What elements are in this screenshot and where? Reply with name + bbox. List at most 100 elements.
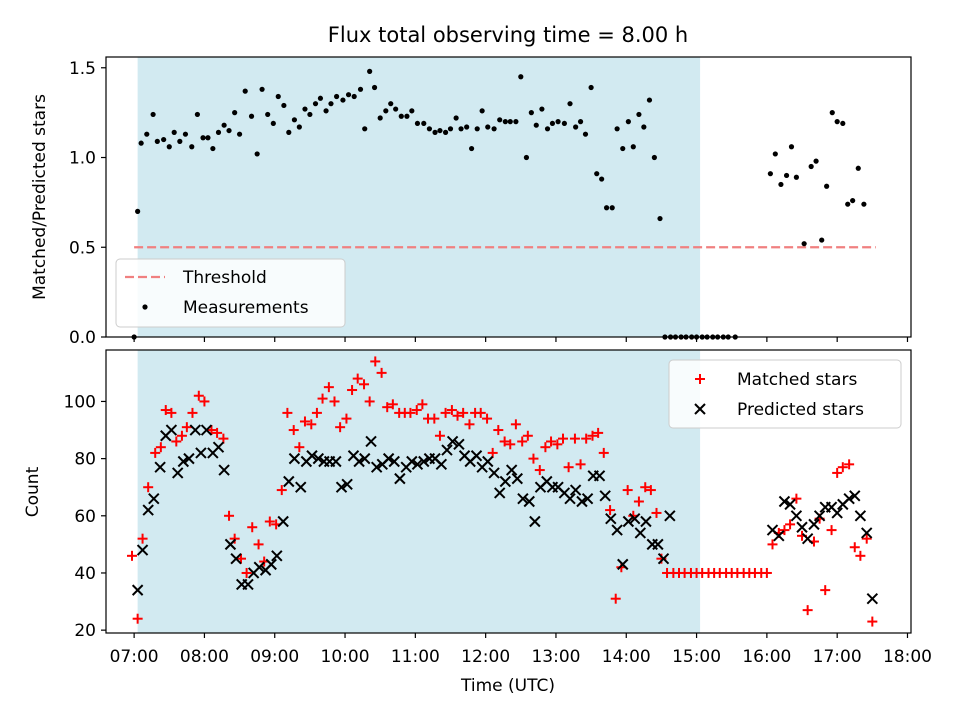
cross-b: [312, 452, 325, 465]
cross-b: [165, 424, 178, 436]
measurement-point: [507, 119, 513, 125]
predicted-star-point: [288, 452, 301, 465]
measurement-point: [582, 131, 589, 137]
measurement-point: [432, 129, 438, 135]
matched-star-point: [187, 407, 198, 418]
matched-star-point: [528, 453, 539, 464]
measurement-point: [205, 135, 211, 141]
measurement-point: [447, 126, 454, 132]
matched-star-point: [844, 459, 855, 470]
measurement-point: [377, 115, 383, 121]
predicted-star-point: [165, 424, 178, 436]
predicted-star-point: [790, 510, 803, 522]
cross-b: [866, 592, 879, 605]
predicted-star-point: [652, 538, 664, 551]
predicted-star-point: [218, 464, 230, 476]
x-tick-label: 09:00: [250, 647, 299, 667]
predicted-star-point: [470, 450, 483, 462]
matched-star-point: [137, 533, 148, 544]
cross-b: [288, 452, 301, 465]
measurement-point: [286, 129, 292, 135]
predicted-star-point: [494, 487, 506, 499]
matched-star-point: [517, 436, 528, 447]
matched-star-point: [581, 433, 592, 444]
matched-star-point: [493, 425, 504, 436]
measurement-point: [383, 108, 389, 114]
measurement-point: [651, 154, 657, 161]
measurement-point: [442, 129, 449, 135]
matched-star-point: [176, 430, 187, 441]
x-tick-label: 10:00: [321, 647, 370, 667]
cross-b: [825, 501, 838, 513]
bottom-legend-box: [668, 359, 902, 429]
cross-b: [435, 458, 448, 471]
matched-star-point: [193, 390, 204, 401]
matched-star-point: [767, 539, 778, 550]
measurement-point: [567, 101, 573, 107]
predicted-star-point: [784, 498, 796, 511]
x-tick-label: 16:00: [742, 647, 791, 667]
measurement-point: [603, 205, 610, 211]
bottom-x-ticks: 07:00 08:00 09:00 10:00 11:00 12:00 13:00 14:00…: [110, 633, 932, 667]
measurement-point: [772, 151, 778, 157]
legend-matched-marker: [695, 374, 705, 384]
predicted-star-point: [813, 510, 826, 522]
matched-star-point: [855, 550, 866, 561]
matched-star-point: [867, 616, 878, 627]
measurement-point: [281, 102, 287, 109]
predicted-star-point: [831, 507, 843, 519]
measurement-point: [783, 172, 790, 179]
matched-star-point: [499, 436, 510, 447]
predicted-star-point: [523, 495, 535, 508]
predicted-star-point: [866, 592, 879, 605]
predicted-star-point: [230, 552, 242, 565]
predicted-star-point: [581, 492, 594, 505]
cross-b: [694, 403, 706, 415]
cross-b: [131, 584, 144, 596]
predicted-star-point: [569, 484, 582, 496]
cross-b: [849, 490, 861, 502]
matched-star-point: [791, 493, 802, 504]
measurement-point: [513, 119, 519, 125]
measurement-point: [351, 93, 357, 100]
predicted-star-point: [778, 495, 791, 508]
bottom-y-axis-label: Count: [23, 466, 43, 517]
matched-star-point: [311, 407, 322, 418]
predicted-star-point: [312, 452, 325, 465]
predicted-star-point: [611, 524, 623, 536]
measurement-point: [625, 119, 631, 125]
predicted-star-point: [406, 455, 418, 468]
predicted-star-point: [488, 467, 500, 479]
measurement-point: [254, 151, 260, 157]
measurement-point: [259, 86, 265, 92]
cross-b: [142, 504, 154, 516]
cross-b: [831, 507, 843, 519]
x-tick-label: 07:00: [110, 647, 159, 667]
cross-b: [365, 435, 377, 448]
x-tick-label: 17:00: [813, 647, 862, 667]
measurement-point: [834, 119, 840, 125]
predicted-star-point: [628, 512, 641, 525]
measurement-point: [421, 120, 427, 127]
measurement-point: [437, 127, 443, 134]
matched-star-point: [288, 425, 299, 436]
measurement-point: [813, 158, 819, 164]
measurement-point: [561, 120, 567, 127]
measurement-point: [323, 108, 329, 114]
matched-star-point: [229, 533, 240, 544]
measurement-point: [182, 131, 189, 137]
measurement-point: [599, 176, 605, 182]
top-panel: 0.0 0.5 1.0 1.5 Matched/Predicted stars Thr…: [30, 56, 912, 348]
matched-star-point: [359, 379, 370, 390]
predicted-star-point: [617, 558, 629, 571]
measurement-point: [845, 201, 851, 207]
measurement-point: [328, 101, 334, 107]
predicted-star-point: [446, 435, 459, 448]
cross-b: [628, 512, 641, 525]
predicted-star-point: [265, 558, 277, 571]
matched-star-point: [127, 550, 138, 561]
matched-star-point: [820, 585, 831, 596]
legend-measurements-label: Measurements: [183, 298, 309, 318]
predicted-star-point: [253, 561, 265, 573]
cross-b: [488, 467, 500, 479]
